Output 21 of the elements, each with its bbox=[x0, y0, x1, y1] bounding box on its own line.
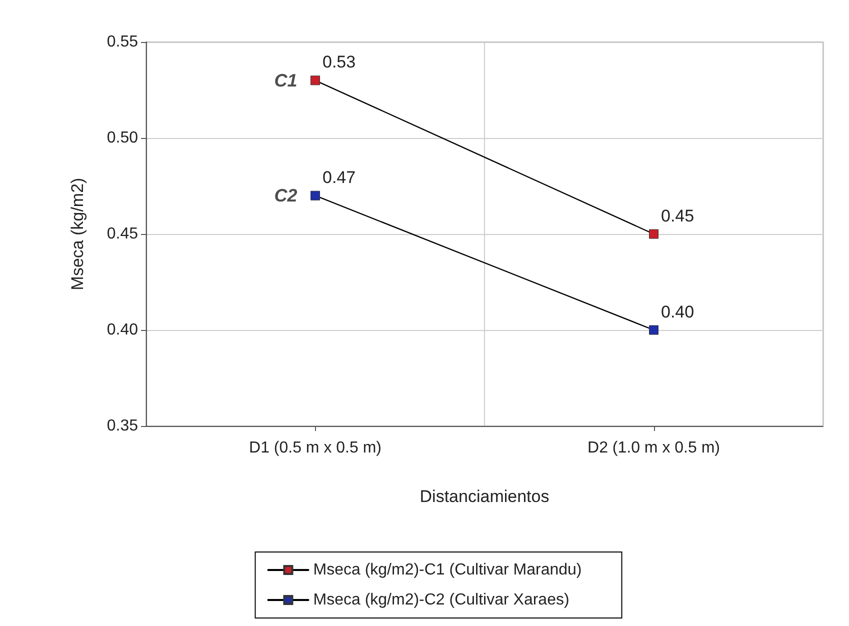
text: 0.45 bbox=[106, 226, 138, 242]
annotation: C1 bbox=[274, 70, 298, 90]
x-tick-label: D2 (1.0 m x 0.5 m) bbox=[588, 440, 720, 456]
text: 0.40 bbox=[106, 322, 138, 338]
text: 0.55 bbox=[106, 34, 138, 50]
x-tick-label: D1 (0.5 m x 0.5 m) bbox=[249, 440, 382, 456]
data-label: 0.47 bbox=[322, 168, 356, 187]
text: 0.35 bbox=[106, 418, 138, 434]
annotation: C2 bbox=[274, 186, 298, 206]
legend-label: Mseca (kg/m2)-C1 (Cultivar Marandu) bbox=[313, 562, 582, 578]
point bbox=[310, 190, 320, 200]
text: 0.50 bbox=[106, 130, 138, 146]
data-label: 0.45 bbox=[661, 206, 694, 226]
point bbox=[649, 325, 658, 335]
data-label: 0.40 bbox=[661, 302, 694, 322]
data-label: 0.53 bbox=[322, 52, 356, 72]
x-axis-title: Distanciamientos bbox=[420, 487, 550, 506]
point bbox=[649, 229, 658, 239]
y-axis-title: Mseca (kg/m2) bbox=[68, 178, 87, 290]
legend-label: Mseca (kg/m2)-C2 (Cultivar Xaraes) bbox=[313, 592, 570, 608]
point bbox=[310, 76, 320, 86]
